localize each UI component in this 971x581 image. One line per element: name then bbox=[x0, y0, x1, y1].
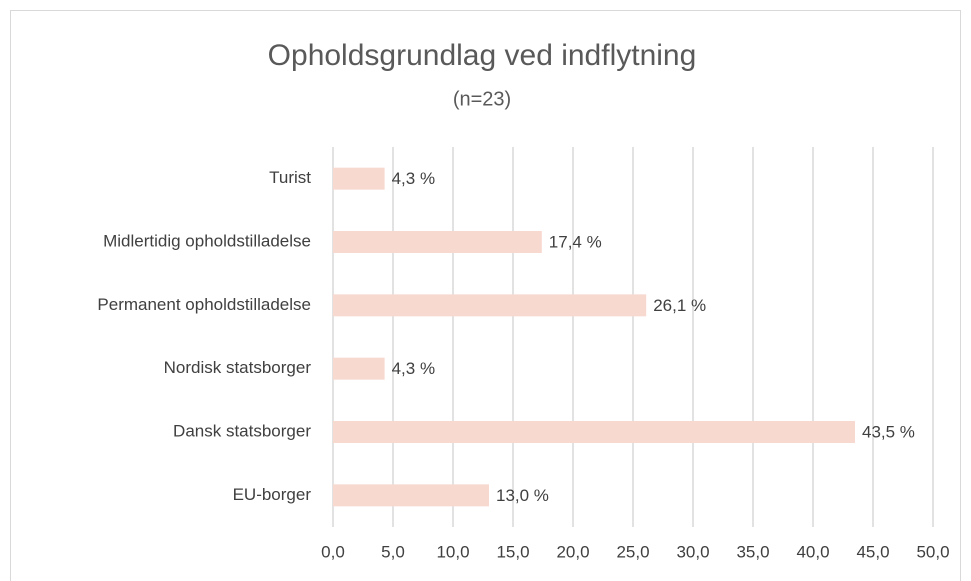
y-tick-label: Midlertidig opholdstilladelse bbox=[103, 231, 311, 250]
data-label: 17,4 % bbox=[549, 232, 602, 251]
x-tick-label: 10,0 bbox=[436, 542, 469, 561]
x-tick-label: 20,0 bbox=[556, 542, 589, 561]
x-tick-label: 30,0 bbox=[676, 542, 709, 561]
y-tick-label: Nordisk statsborger bbox=[164, 358, 312, 377]
x-tick-label: 50,0 bbox=[916, 542, 949, 561]
y-tick-label: Turist bbox=[269, 168, 311, 187]
x-tick-label: 0,0 bbox=[321, 542, 345, 561]
y-tick-label: Permanent opholdstilladelse bbox=[97, 295, 311, 314]
chart-border bbox=[10, 10, 961, 581]
y-tick-label: Dansk statsborger bbox=[173, 421, 311, 440]
bar bbox=[333, 421, 855, 443]
data-label: 4,3 % bbox=[392, 359, 435, 378]
data-label: 43,5 % bbox=[862, 422, 915, 441]
data-label: 26,1 % bbox=[653, 296, 706, 315]
data-label: 4,3 % bbox=[392, 169, 435, 188]
x-tick-label: 15,0 bbox=[496, 542, 529, 561]
bar bbox=[333, 484, 489, 507]
x-tick-label: 40,0 bbox=[796, 542, 829, 561]
x-tick-label: 35,0 bbox=[736, 542, 769, 561]
x-tick-label: 25,0 bbox=[616, 542, 649, 561]
bar bbox=[333, 294, 647, 317]
x-tick-label: 5,0 bbox=[381, 542, 405, 561]
data-label: 13,0 % bbox=[496, 486, 549, 505]
bar bbox=[333, 357, 385, 380]
bar bbox=[333, 167, 385, 190]
bar bbox=[333, 231, 542, 253]
chart-subtitle: (n=23) bbox=[453, 88, 511, 110]
chart-title: Opholdsgrundlag ved indflytning bbox=[268, 39, 697, 72]
x-tick-label: 45,0 bbox=[856, 542, 889, 561]
y-tick-label: EU-borger bbox=[233, 485, 312, 504]
